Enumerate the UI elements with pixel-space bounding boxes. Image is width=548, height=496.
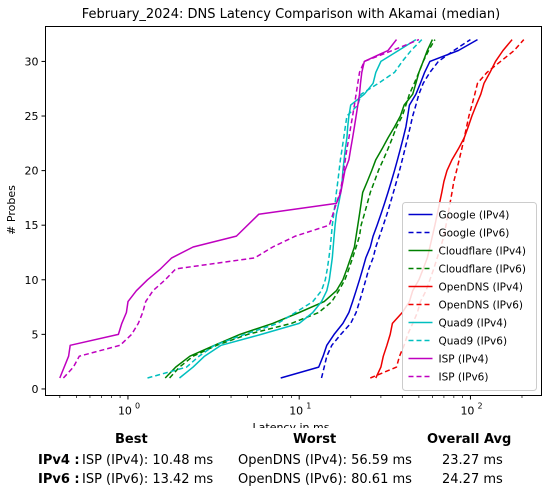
y-tick-label: 15 — [25, 219, 39, 232]
overall-avg-header: Overall Avg — [427, 432, 512, 447]
x-tick-exponent: 1 — [306, 402, 311, 411]
latency-chart: February_2024: DNS Latency Comparison wi… — [5, 7, 542, 428]
y-tick-label: 25 — [25, 110, 39, 123]
legend: Google (IPv4) Google (IPv6) Cloudflare (IP… — [402, 202, 537, 391]
x-tick-label: 10 — [289, 405, 303, 418]
legend-label: OpenDNS (IPv6) — [439, 300, 524, 312]
ipv4-row-label: IPv4 : — [38, 453, 80, 468]
series-line-google-ipv6 — [320, 38, 471, 379]
legend-label: Cloudflare (IPv4) — [439, 246, 526, 258]
y-tick-label: 20 — [25, 165, 39, 178]
ipv6-row-label: IPv6 : — [38, 472, 80, 487]
legend-box — [402, 202, 537, 391]
legend-label: Cloudflare (IPv6) — [439, 264, 526, 276]
series-line-isp-ipv6 — [62, 38, 420, 379]
y-axis: 0 5 10 15 20 25 30 — [25, 55, 46, 396]
x-tick-exponent: 2 — [477, 402, 482, 411]
series-line-google-ipv4 — [280, 38, 478, 379]
y-tick-label: 10 — [25, 274, 39, 287]
ipv4-best: ISP (IPv4): 10.48 ms — [82, 453, 214, 468]
legend-label: ISP (IPv6) — [439, 372, 489, 384]
ipv6-best: ISP (IPv6): 13.42 ms — [82, 472, 214, 487]
ipv4-worst: OpenDNS (IPv4): 56.59 ms — [238, 453, 412, 468]
y-tick-label: 0 — [32, 383, 39, 396]
y-axis-label: # Probes — [5, 185, 18, 235]
y-tick-label: 30 — [25, 55, 39, 68]
series-line-quad9-ipv4 — [179, 38, 417, 379]
y-tick-label: 5 — [32, 328, 39, 341]
summary-table: Best Worst Overall Avg IPv4 : ISP (IPv4)… — [0, 428, 548, 496]
ipv6-worst: OpenDNS (IPv6): 80.61 ms — [238, 472, 412, 487]
series-line-isp-ipv4 — [59, 39, 398, 379]
chart-title: February_2024: DNS Latency Comparison wi… — [82, 7, 500, 22]
x-tick-label: 10 — [118, 405, 132, 418]
ipv4-avg: 23.27 ms — [442, 453, 503, 468]
legend-label: OpenDNS (IPv4) — [439, 282, 524, 294]
legend-label: Google (IPv4) — [439, 210, 510, 222]
legend-label: ISP (IPv4) — [439, 354, 489, 366]
legend-label: Google (IPv6) — [439, 228, 510, 240]
legend-label: Quad9 (IPv6) — [439, 336, 508, 348]
series-line-cloudflare-ipv6 — [169, 39, 436, 379]
worst-header: Worst — [293, 432, 337, 447]
legend-label: Quad9 (IPv4) — [439, 318, 508, 330]
series-line-cloudflare-ipv4 — [164, 39, 434, 379]
ipv6-avg: 24.27 ms — [442, 472, 503, 487]
x-axis-label: Latency in ms — [253, 421, 330, 428]
x-axis: 10 0 10 1 10 2 — [59, 395, 523, 418]
x-tick-exponent: 0 — [135, 402, 140, 411]
plot-frame — [45, 26, 542, 396]
x-tick-label: 10 — [460, 405, 474, 418]
best-header: Best — [115, 432, 148, 447]
